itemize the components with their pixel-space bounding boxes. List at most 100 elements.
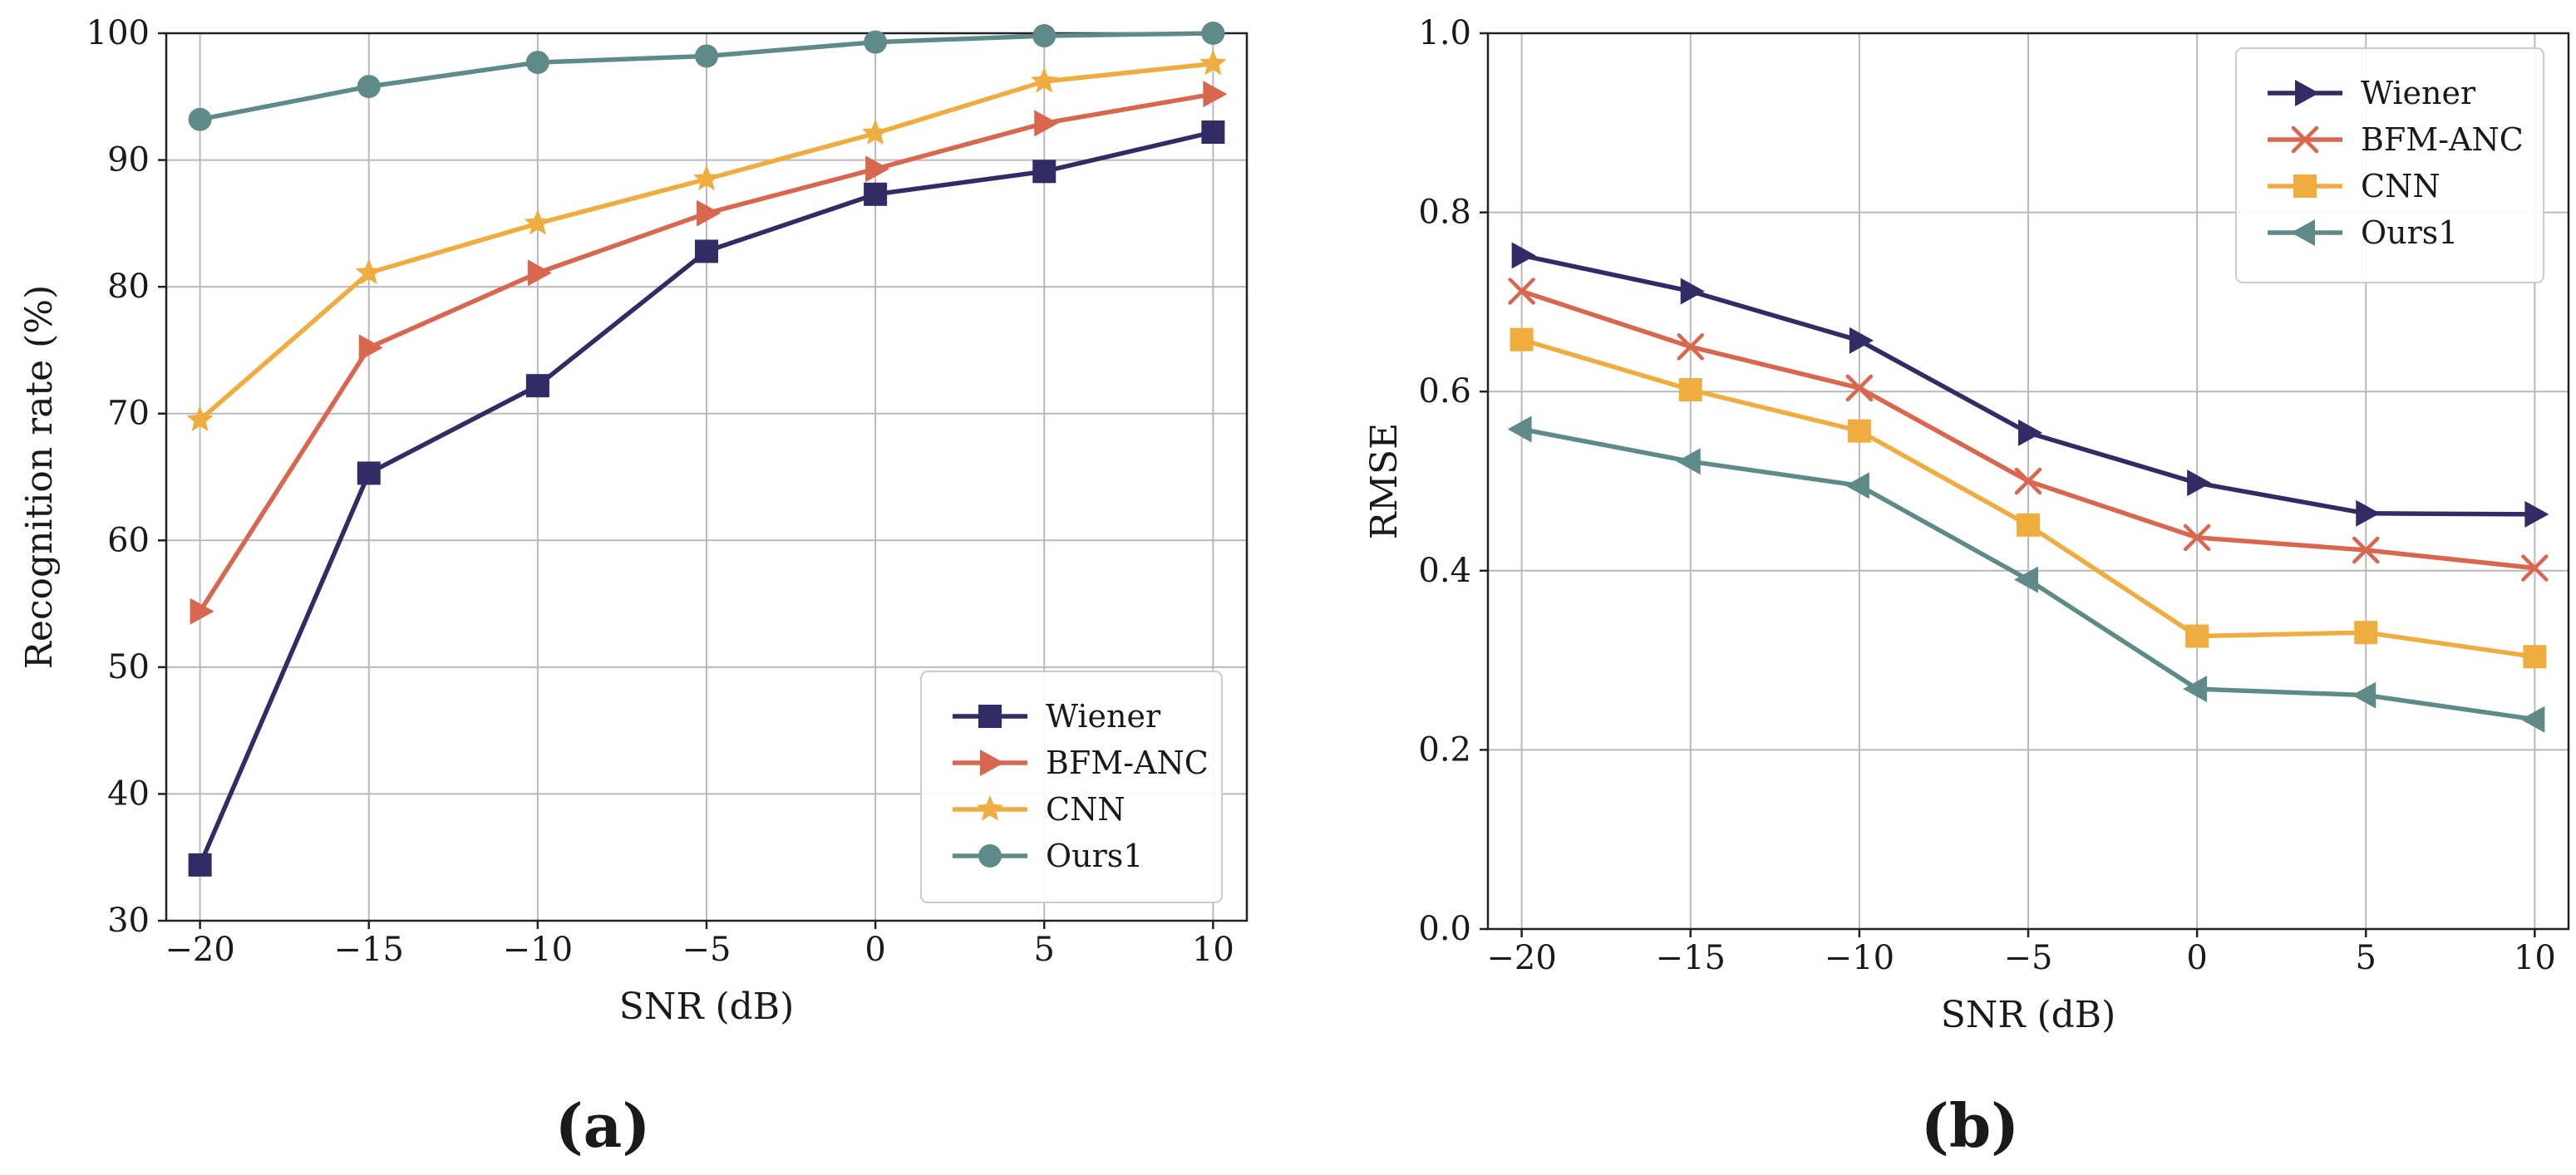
- legend-swatch-marker: [2291, 219, 2315, 246]
- legend-item: Ours1: [953, 838, 1143, 874]
- chart-panel-a: −20 −15 −10 −5 0 5 10 30 40 50 60 70 80 90 100 SNR (dB)…: [18, 14, 1249, 1161]
- data-point: [1031, 67, 1058, 93]
- y-tick-label: 1.0: [1418, 14, 1471, 52]
- x-tick-label: 0: [864, 931, 885, 969]
- data-point: [865, 155, 890, 183]
- data-point: [2014, 566, 2038, 593]
- y-tick-label: 60: [107, 521, 150, 559]
- data-point: [527, 259, 552, 287]
- legend-swatch-marker: [980, 750, 1004, 776]
- y-tick-label: 0.2: [1418, 730, 1471, 769]
- series-wiener: [1511, 242, 2549, 528]
- legend-swatch-marker: [2293, 175, 2317, 198]
- data-point: [1511, 242, 1536, 269]
- x-tick-label: −15: [334, 931, 404, 969]
- y-axis-label: Recognition rate (%): [18, 285, 61, 670]
- legend-swatch-marker: [978, 844, 1002, 868]
- data-point: [525, 51, 549, 75]
- data-point: [1847, 419, 1871, 443]
- data-point: [2014, 467, 2042, 495]
- data-point: [2352, 681, 2377, 709]
- ticks: −20 −15 −10 −5 0 5 10 30 40 50 60 70 80 90 100: [86, 14, 1234, 969]
- data-point: [2017, 513, 2040, 537]
- data-point: [358, 334, 383, 361]
- data-point: [2187, 470, 2212, 497]
- data-point: [357, 461, 381, 485]
- legend-item: Wiener: [2268, 75, 2476, 111]
- legend-label: Ours1: [2361, 214, 2458, 251]
- x-tick-label: −20: [165, 931, 234, 969]
- data-point: [692, 165, 721, 191]
- x-tick-label: −10: [503, 931, 573, 969]
- data-point: [1849, 327, 1874, 354]
- panel-label: (a): [555, 1090, 651, 1161]
- legend-label: Wiener: [2361, 75, 2476, 111]
- legend-box: [920, 671, 1223, 903]
- legend-swatch-marker: [2291, 125, 2319, 154]
- data-point: [1510, 327, 1534, 352]
- data-point: [2524, 500, 2549, 528]
- y-tick-label: 90: [107, 141, 150, 179]
- data-point: [1677, 333, 1704, 361]
- legend-item: CNN: [2268, 168, 2441, 204]
- data-point: [864, 30, 888, 54]
- data-point: [1678, 378, 1702, 402]
- data-point: [524, 209, 551, 235]
- data-point: [1507, 415, 1532, 443]
- legend-swatch-marker: [2295, 80, 2319, 106]
- data-point: [2352, 536, 2380, 564]
- y-tick-label: 100: [86, 14, 150, 52]
- data-point: [1032, 24, 1057, 48]
- data-point: [188, 107, 212, 131]
- y-tick-label: 0.8: [1418, 194, 1471, 232]
- data-point: [695, 44, 718, 68]
- x-tick-label: 10: [2514, 939, 2556, 977]
- y-tick-label: 40: [107, 774, 150, 813]
- y-tick-label: 70: [107, 395, 150, 433]
- series-ours1: [188, 22, 1225, 131]
- data-point: [2183, 524, 2211, 552]
- series-cnn: [1510, 327, 2547, 669]
- x-tick-label: 5: [2356, 939, 2377, 977]
- series-ours1: [1507, 415, 2545, 733]
- legend-label: CNN: [2361, 168, 2441, 204]
- data-point: [864, 182, 888, 206]
- data-point: [2183, 676, 2208, 703]
- x-tick-label: −10: [1825, 939, 1894, 977]
- data-point: [190, 597, 214, 625]
- data-point: [1201, 22, 1225, 45]
- y-tick-label: 0.0: [1418, 910, 1471, 948]
- x-tick-label: 0: [2186, 939, 2207, 977]
- data-point: [1034, 110, 1059, 137]
- data-point: [186, 406, 214, 432]
- legend: Wiener BFM-ANC CNN Ours1: [2235, 47, 2544, 283]
- y-axis-label: RMSE: [1363, 423, 1406, 539]
- series-bfm-anc: [1508, 278, 2549, 582]
- legend-item: BFM-ANC: [2268, 121, 2524, 158]
- data-point: [1676, 448, 1701, 475]
- y-tick-label: 80: [107, 268, 150, 306]
- x-axis-label: SNR (dB): [1941, 994, 2116, 1036]
- x-tick-label: −20: [1486, 939, 1556, 977]
- series-wiener: [188, 120, 1225, 877]
- data-point: [2523, 645, 2547, 669]
- y-tick-label: 30: [107, 902, 150, 940]
- legend-swatch-marker: [978, 705, 1002, 728]
- data-point: [862, 119, 889, 145]
- x-tick-label: −15: [1656, 939, 1726, 977]
- y-tick-label: 0.6: [1418, 372, 1471, 411]
- data-point: [1845, 472, 1869, 499]
- legend-item: CNN: [953, 791, 1125, 828]
- data-point: [1203, 81, 1228, 108]
- data-point: [1680, 278, 1705, 305]
- legend: Wiener BFM-ANC CNN Ours1: [920, 671, 1223, 903]
- data-point: [1032, 160, 1057, 184]
- data-point: [357, 75, 381, 99]
- data-point: [1508, 278, 1535, 305]
- legend-label: CNN: [1046, 791, 1125, 828]
- y-tick-label: 50: [107, 648, 150, 686]
- data-point: [2521, 554, 2549, 582]
- legend-label: Wiener: [1046, 698, 1161, 735]
